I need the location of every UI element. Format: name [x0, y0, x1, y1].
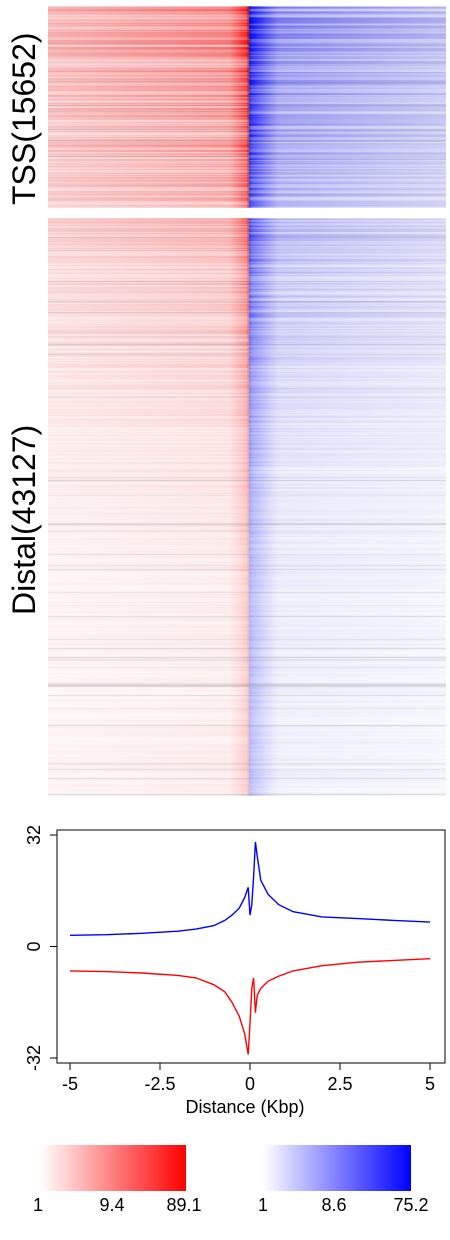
- tss-heatmap-canvas: [48, 6, 446, 208]
- tss-panel-label: TSS(15652): [6, 32, 42, 205]
- y-tick-label: -32: [24, 1045, 44, 1071]
- red-series-line: [69, 958, 431, 1055]
- x-tick-label: 0: [245, 1074, 255, 1094]
- red-scale-tick-min: 1: [33, 1195, 43, 1215]
- x-axis-label: Distance (Kbp): [185, 1097, 304, 1117]
- blue-color-scale-bar: [263, 1145, 411, 1191]
- plot-frame: [56, 829, 446, 1064]
- x-tick-label: -2.5: [144, 1074, 175, 1094]
- distal-heatmap-canvas: [48, 218, 446, 796]
- blue-scale-tick-min: 1: [258, 1195, 268, 1215]
- blue-scale-tick-max: 75.2: [393, 1195, 428, 1215]
- blue-scale-tick-mid: 8.6: [321, 1195, 346, 1215]
- color-scales: 1 9.4 89.1 1 8.6 75.2: [33, 1145, 429, 1215]
- y-tick-label: 0: [24, 941, 44, 951]
- tss-heatmap: [48, 6, 446, 208]
- profile-line-chart: -32 0 32 -5 -2.5 0 2.5 5 Distance (Kbp): [24, 825, 446, 1117]
- blue-series-line: [69, 841, 431, 936]
- y-tick-label: 32: [24, 825, 44, 845]
- distal-heatmap: [48, 218, 446, 796]
- red-scale-tick-max: 89.1: [166, 1195, 201, 1215]
- distal-panel-label: Distal(43127): [6, 424, 42, 615]
- red-color-scale-bar: [40, 1145, 186, 1191]
- x-tick-label: 2.5: [327, 1074, 352, 1094]
- red-scale-tick-mid: 9.4: [99, 1195, 124, 1215]
- x-tick-label: 5: [425, 1074, 435, 1094]
- x-tick-label: -5: [62, 1074, 78, 1094]
